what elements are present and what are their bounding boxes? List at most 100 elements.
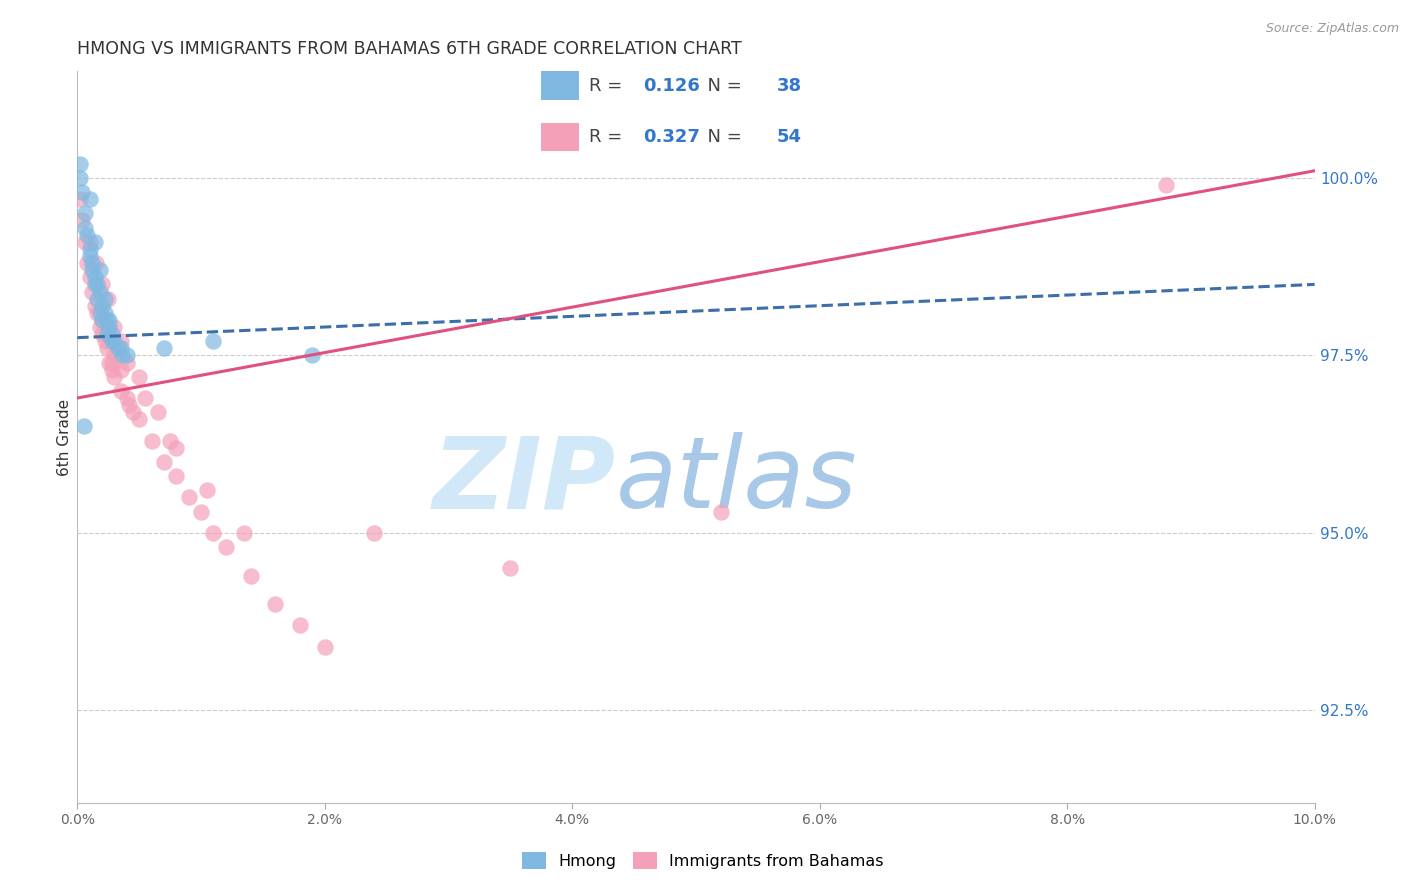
- Point: [98, 313, 121, 327]
- Text: R =: R =: [589, 128, 628, 146]
- Text: 0.126: 0.126: [643, 77, 700, 95]
- Point: [79, 249, 101, 263]
- Point: [73, 220, 96, 235]
- Point: [89, 306, 111, 320]
- Point: [122, 405, 145, 419]
- Point: [110, 341, 132, 355]
- Point: [79, 242, 101, 256]
- Point: [101, 362, 124, 376]
- Point: [110, 362, 132, 376]
- Point: [153, 341, 176, 355]
- Point: [91, 313, 114, 327]
- Point: [97, 292, 120, 306]
- Y-axis label: 6th Grade: 6th Grade: [56, 399, 72, 475]
- Point: [89, 320, 111, 334]
- Point: [82, 256, 104, 270]
- Point: [134, 391, 156, 405]
- Point: [91, 327, 114, 342]
- Point: [93, 334, 115, 349]
- Legend: Hmong, Immigrants from Bahamas: Hmong, Immigrants from Bahamas: [516, 846, 890, 875]
- Point: [83, 235, 105, 249]
- Point: [93, 306, 115, 320]
- Point: [314, 640, 336, 654]
- Point: [101, 334, 124, 349]
- Point: [115, 348, 138, 362]
- Point: [86, 292, 108, 306]
- Point: [111, 348, 134, 362]
- Point: [82, 285, 104, 299]
- Point: [363, 525, 385, 540]
- Point: [118, 398, 141, 412]
- Point: [233, 525, 256, 540]
- Text: 54: 54: [778, 128, 801, 146]
- Text: ZIP: ZIP: [433, 433, 616, 530]
- Point: [86, 306, 108, 320]
- Text: N =: N =: [696, 77, 748, 95]
- Point: [264, 597, 287, 611]
- Bar: [541, 71, 579, 100]
- Point: [128, 369, 150, 384]
- Point: [83, 277, 105, 292]
- Point: [86, 277, 108, 292]
- Point: [107, 341, 129, 355]
- Point: [103, 320, 125, 334]
- Point: [79, 270, 101, 285]
- Point: [141, 434, 163, 448]
- Point: [73, 235, 96, 249]
- Text: atlas: atlas: [616, 433, 858, 530]
- Point: [91, 299, 114, 313]
- Point: [83, 299, 105, 313]
- Point: [76, 256, 98, 270]
- Point: [98, 355, 121, 369]
- Text: 38: 38: [778, 77, 801, 95]
- Point: [146, 405, 169, 419]
- Point: [128, 412, 150, 426]
- Point: [103, 348, 125, 362]
- Point: [115, 355, 138, 369]
- Point: [153, 455, 176, 469]
- Point: [499, 561, 522, 575]
- Point: [96, 313, 118, 327]
- Point: [101, 327, 124, 342]
- Point: [1154, 178, 1177, 192]
- Point: [195, 483, 218, 498]
- Point: [72, 185, 94, 199]
- Point: [710, 505, 733, 519]
- Point: [202, 525, 225, 540]
- Point: [239, 568, 262, 582]
- Point: [82, 263, 104, 277]
- Point: [83, 270, 105, 285]
- Point: [165, 469, 187, 483]
- Point: [177, 491, 200, 505]
- Text: Source: ZipAtlas.com: Source: ZipAtlas.com: [1265, 22, 1399, 36]
- Point: [159, 434, 181, 448]
- Point: [215, 540, 238, 554]
- Point: [72, 213, 94, 227]
- Point: [79, 235, 101, 249]
- Point: [98, 320, 121, 334]
- Point: [69, 156, 91, 170]
- Point: [103, 334, 125, 349]
- Text: R =: R =: [589, 77, 628, 95]
- Point: [73, 206, 96, 220]
- Point: [97, 327, 120, 342]
- Point: [69, 170, 91, 185]
- Point: [103, 369, 125, 384]
- Text: 0.327: 0.327: [643, 128, 700, 146]
- Point: [190, 505, 212, 519]
- Point: [91, 313, 114, 327]
- Point: [79, 192, 101, 206]
- Point: [110, 384, 132, 398]
- Point: [89, 263, 111, 277]
- Point: [96, 341, 118, 355]
- Point: [69, 192, 91, 206]
- Point: [101, 355, 124, 369]
- Point: [91, 277, 114, 292]
- Point: [72, 419, 94, 434]
- Point: [301, 348, 323, 362]
- Bar: [541, 122, 579, 152]
- Point: [202, 334, 225, 349]
- Point: [84, 256, 107, 270]
- Point: [288, 618, 311, 632]
- Point: [115, 391, 138, 405]
